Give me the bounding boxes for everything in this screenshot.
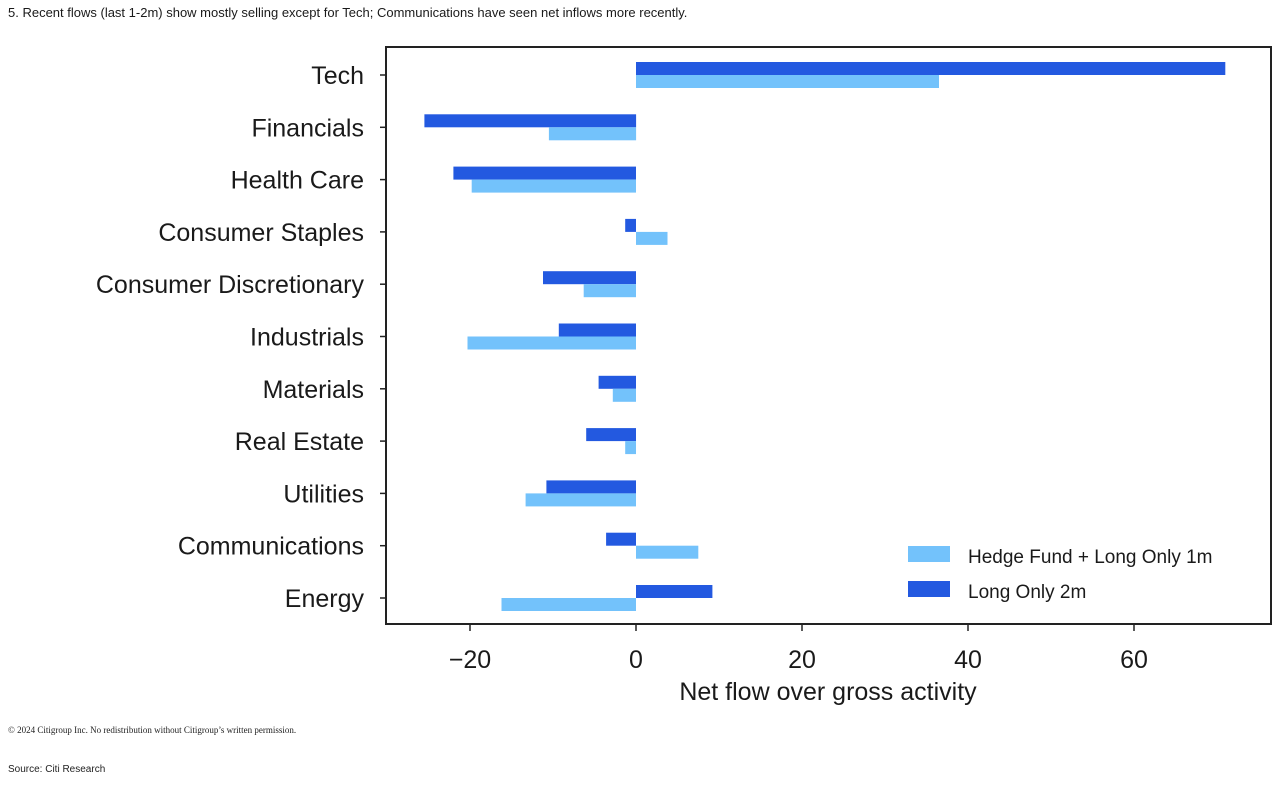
bar-utilities-long-only-2m	[546, 480, 636, 494]
bar-industrials-hedge-fund-1m	[467, 336, 636, 350]
category-label-utilities: Utilities	[283, 480, 364, 508]
x-tick-label: 40	[954, 646, 982, 674]
x-tick-label: 60	[1120, 646, 1148, 674]
legend-label-long-only: Long Only 2m	[968, 582, 1086, 603]
chart-title: 5. Recent flows (last 1-2m) show mostly …	[8, 5, 688, 20]
bar-real-estate-long-only-2m	[586, 428, 636, 442]
bar-tech-long-only-2m	[636, 62, 1226, 75]
bar-energy-hedge-fund-1m	[501, 598, 636, 611]
bar-health-care-hedge-fund-1m	[471, 179, 636, 193]
x-axis-title: Net flow over gross activity	[679, 678, 977, 706]
bar-real-estate-hedge-fund-1m	[625, 441, 636, 455]
category-label-communications: Communications	[178, 533, 364, 561]
bar-materials-long-only-2m	[598, 375, 636, 389]
x-tick-label: 20	[788, 646, 816, 674]
legend-swatch-hedge-fund	[908, 546, 950, 562]
legend: Hedge Fund + Long Only 1m Long Only 2m	[908, 546, 1213, 603]
bar-communications-long-only-2m	[606, 532, 636, 546]
copyright-notice: © 2024 Citigroup Inc. No redistribution …	[8, 725, 297, 735]
bar-materials-hedge-fund-1m	[612, 388, 636, 402]
bar-industrials-long-only-2m	[558, 323, 636, 337]
plot-frame	[385, 46, 1272, 625]
legend-swatch-long-only	[908, 581, 950, 597]
bar-financials-hedge-fund-1m	[548, 127, 637, 141]
category-labels: Tech Financials Health Care Consumer Staple…	[96, 62, 386, 613]
x-tick-label: −20	[449, 646, 491, 674]
bar-consumer-staples-long-only-2m	[625, 218, 636, 232]
category-label-consumer-staples: Consumer Staples	[158, 219, 364, 247]
category-label-energy: Energy	[285, 585, 365, 613]
category-label-industrials: Industrials	[250, 324, 364, 352]
bar-consumer-discretionary-long-only-2m	[543, 271, 636, 285]
bar-communications-hedge-fund-1m	[636, 545, 699, 559]
x-tick-label: 0	[629, 646, 643, 674]
x-axis-ticks: −20 0 20 40 60	[449, 624, 1148, 674]
bar-utilities-hedge-fund-1m	[525, 493, 636, 507]
bar-consumer-staples-hedge-fund-1m	[636, 231, 668, 245]
legend-label-hedge-fund: Hedge Fund + Long Only 1m	[968, 547, 1213, 568]
bar-energy-long-only-2m	[636, 585, 713, 598]
bar-health-care-long-only-2m	[453, 166, 636, 180]
category-label-tech: Tech	[311, 62, 364, 90]
bar-financials-long-only-2m	[424, 114, 637, 128]
category-label-health-care: Health Care	[231, 167, 364, 195]
bar-tech-hedge-fund-1m	[636, 75, 939, 88]
bar-consumer-discretionary-hedge-fund-1m	[583, 284, 636, 298]
bars-group	[424, 62, 1226, 611]
category-label-consumer-discretionary: Consumer Discretionary	[96, 271, 365, 299]
category-label-financials: Financials	[251, 114, 364, 142]
category-label-real-estate: Real Estate	[235, 428, 364, 456]
category-label-materials: Materials	[263, 376, 364, 404]
source-note: Source: Citi Research	[8, 764, 106, 775]
